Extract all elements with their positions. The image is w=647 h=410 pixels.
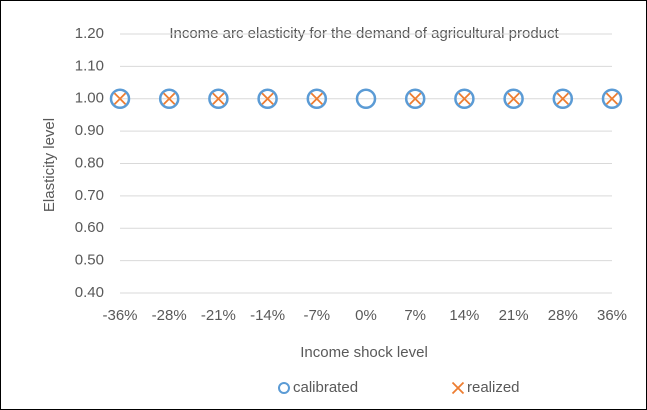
point bbox=[113, 92, 127, 105]
point bbox=[261, 92, 274, 105]
point bbox=[257, 88, 278, 109]
x-tick-label: 28% bbox=[548, 307, 578, 324]
legend-label: realized bbox=[467, 379, 520, 396]
point bbox=[454, 88, 475, 109]
point bbox=[158, 88, 180, 109]
legend-label: calibrated bbox=[293, 379, 358, 396]
point bbox=[601, 88, 623, 109]
x-axis-label: Income shock level bbox=[300, 344, 428, 361]
x-tick-label: -14% bbox=[250, 307, 285, 324]
point bbox=[310, 92, 323, 105]
y-tick-label: 0.50 bbox=[75, 252, 104, 269]
x-tick-label: 7% bbox=[404, 307, 426, 324]
point bbox=[306, 88, 328, 109]
x-tick-label: 0% bbox=[355, 307, 377, 324]
point bbox=[163, 92, 176, 105]
point bbox=[109, 88, 131, 109]
point bbox=[212, 92, 225, 105]
y-tick-label: 0.80 bbox=[75, 154, 104, 171]
point bbox=[556, 92, 569, 105]
point bbox=[208, 88, 229, 109]
y-tick-label: 0.70 bbox=[75, 187, 104, 204]
x-tick-label: -36% bbox=[102, 307, 137, 324]
y-tick-label: 1.20 bbox=[75, 25, 104, 42]
x-tick-label: 36% bbox=[597, 307, 627, 324]
x-tick-label: -28% bbox=[152, 307, 187, 324]
y-axis-label: Elasticity level bbox=[41, 118, 58, 212]
y-tick-label: 0.90 bbox=[75, 122, 104, 139]
point bbox=[605, 92, 619, 105]
y-tick-label: 0.60 bbox=[75, 219, 104, 236]
point bbox=[355, 88, 377, 109]
legend-marker bbox=[451, 381, 465, 395]
x-tick-label: -21% bbox=[201, 307, 236, 324]
y-tick-label: 0.40 bbox=[75, 284, 104, 301]
y-tick-label: 1.00 bbox=[75, 90, 104, 107]
point bbox=[409, 92, 422, 105]
x-tick-label: 21% bbox=[499, 307, 529, 324]
x-tick-label: -7% bbox=[303, 307, 330, 324]
point bbox=[404, 88, 426, 109]
legend-marker bbox=[278, 382, 290, 394]
y-tick-label: 1.10 bbox=[75, 57, 104, 74]
point bbox=[458, 92, 471, 105]
point bbox=[552, 88, 574, 109]
point bbox=[503, 88, 524, 109]
point bbox=[507, 92, 520, 105]
x-tick-label: 14% bbox=[449, 307, 479, 324]
chart-title: Income arc elasticity for the demand of … bbox=[169, 25, 559, 42]
